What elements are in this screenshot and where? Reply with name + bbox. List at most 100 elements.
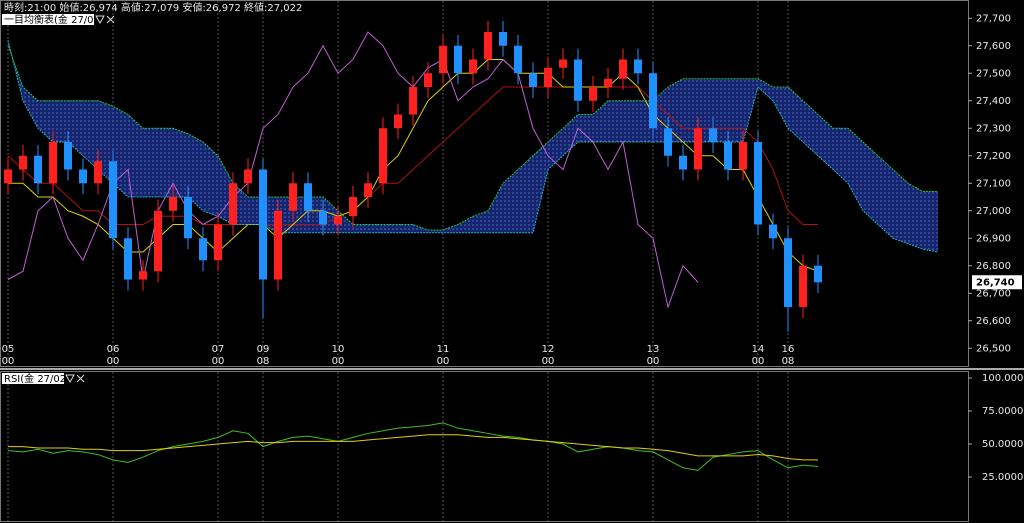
indicator-line <box>7 31 699 309</box>
x-sub-tick-label: 00 <box>647 356 660 367</box>
info-text: 時刻:21:00 始値:26,974 高値:27,079 安値:26,972 終… <box>4 1 302 14</box>
candle-body <box>634 59 642 74</box>
y-tick-label: 27,000 <box>976 206 1011 217</box>
candle-body <box>619 59 627 79</box>
indicator-line <box>7 40 939 253</box>
title-box <box>2 14 94 25</box>
indicator-line <box>7 45 938 231</box>
candle-body <box>109 161 117 239</box>
candle-body <box>139 271 147 280</box>
candle-body <box>154 210 162 272</box>
y-tick-label: 26,900 <box>976 233 1011 244</box>
x-tick-label: 05 <box>2 344 15 355</box>
x-tick-label: 12 <box>542 344 555 355</box>
x-tick-label: 14 <box>752 344 765 355</box>
candle-body <box>484 32 492 60</box>
x-sub-tick-label: 08 <box>782 356 795 367</box>
x-sub-tick-label: 00 <box>332 356 345 367</box>
x-tick-label: 06 <box>107 344 120 355</box>
y-tick-label: 26,600 <box>976 316 1011 327</box>
indicator-line <box>7 86 818 225</box>
candle-body <box>664 128 672 156</box>
candle-body <box>34 155 42 184</box>
candle-body <box>544 67 552 87</box>
candle-body <box>724 142 732 170</box>
candle-body <box>19 155 27 170</box>
candle-body <box>439 45 447 74</box>
candle-body <box>349 197 357 217</box>
candle-body <box>334 216 342 225</box>
candle-body <box>784 238 792 307</box>
title-box <box>2 373 64 384</box>
y-tick-label: 27,200 <box>976 151 1011 162</box>
candle-body <box>514 45 522 74</box>
x-sub-tick-label: 00 <box>2 356 15 367</box>
last-price-box <box>972 275 1022 290</box>
rsi-line <box>7 422 819 471</box>
y-tick-label: 26,700 <box>976 288 1011 299</box>
chart-title: 一目均衡表(金 27/02) <box>4 13 104 26</box>
candle-body <box>94 161 102 184</box>
candle-body <box>694 128 702 170</box>
y-tick-label: 26,800 <box>976 261 1011 272</box>
candle-body <box>454 45 462 74</box>
candle-body <box>814 265 822 283</box>
candle-body <box>169 197 177 211</box>
kumo-cloud <box>8 40 938 252</box>
x-tick-label: 11 <box>437 344 450 355</box>
x-tick-label: 07 <box>212 344 225 355</box>
dropdown-icon[interactable] <box>65 374 75 384</box>
chart-title: RSI(金 27/02) <box>4 372 70 385</box>
x-tick-label: 10 <box>332 344 345 355</box>
x-sub-tick-label: 00 <box>212 356 225 367</box>
x-tick-label: 16 <box>782 344 795 355</box>
candle-body <box>469 59 477 74</box>
candle-body <box>64 142 72 170</box>
x-sub-tick-label: 00 <box>752 356 765 367</box>
candle-body <box>259 169 267 280</box>
y-tick-label: 25.0000 <box>982 472 1023 483</box>
y-tick-label: 27,500 <box>976 68 1011 79</box>
x-sub-tick-label: 00 <box>437 356 450 367</box>
close-icon[interactable] <box>106 15 115 24</box>
x-sub-tick-label: 00 <box>542 356 555 367</box>
candle-body <box>49 142 57 184</box>
candle-body <box>79 169 87 184</box>
y-tick-label: 27,100 <box>976 178 1011 189</box>
y-tick-label: 100.0000 <box>982 373 1024 384</box>
candle-body <box>4 169 12 184</box>
y-tick-label: 26,500 <box>976 343 1011 354</box>
candle-body <box>739 142 747 170</box>
close-icon[interactable] <box>76 374 85 383</box>
candle-body <box>229 183 237 225</box>
candle-body <box>304 183 312 211</box>
candle-body <box>409 87 417 115</box>
candle-body <box>124 238 132 280</box>
candle-body <box>364 183 372 197</box>
candle-body <box>184 197 192 239</box>
candle-body <box>559 59 567 68</box>
candle-body <box>274 210 282 280</box>
x-tick-label: 09 <box>257 344 270 355</box>
candle-body <box>649 73 657 129</box>
x-tick-label: 13 <box>647 344 660 355</box>
candle-body <box>199 238 207 261</box>
x-sub-tick-label: 00 <box>107 356 120 367</box>
indicator-line <box>8 59 819 272</box>
rsi-panel-frame <box>0 371 969 522</box>
y-tick-label: 27,400 <box>976 96 1011 107</box>
candle-body <box>679 155 687 170</box>
candle-body <box>394 114 402 129</box>
dropdown-icon[interactable] <box>95 15 105 25</box>
candle-body <box>319 210 327 225</box>
x-sub-tick-label: 08 <box>257 356 270 367</box>
candle-body <box>754 142 762 225</box>
candle-body <box>379 128 387 184</box>
y-tick-label: 27,600 <box>976 41 1011 52</box>
candle-body <box>424 73 432 87</box>
candle-body <box>709 128 717 142</box>
y-tick-label: 27,700 <box>976 13 1011 24</box>
candle-body <box>214 224 222 261</box>
